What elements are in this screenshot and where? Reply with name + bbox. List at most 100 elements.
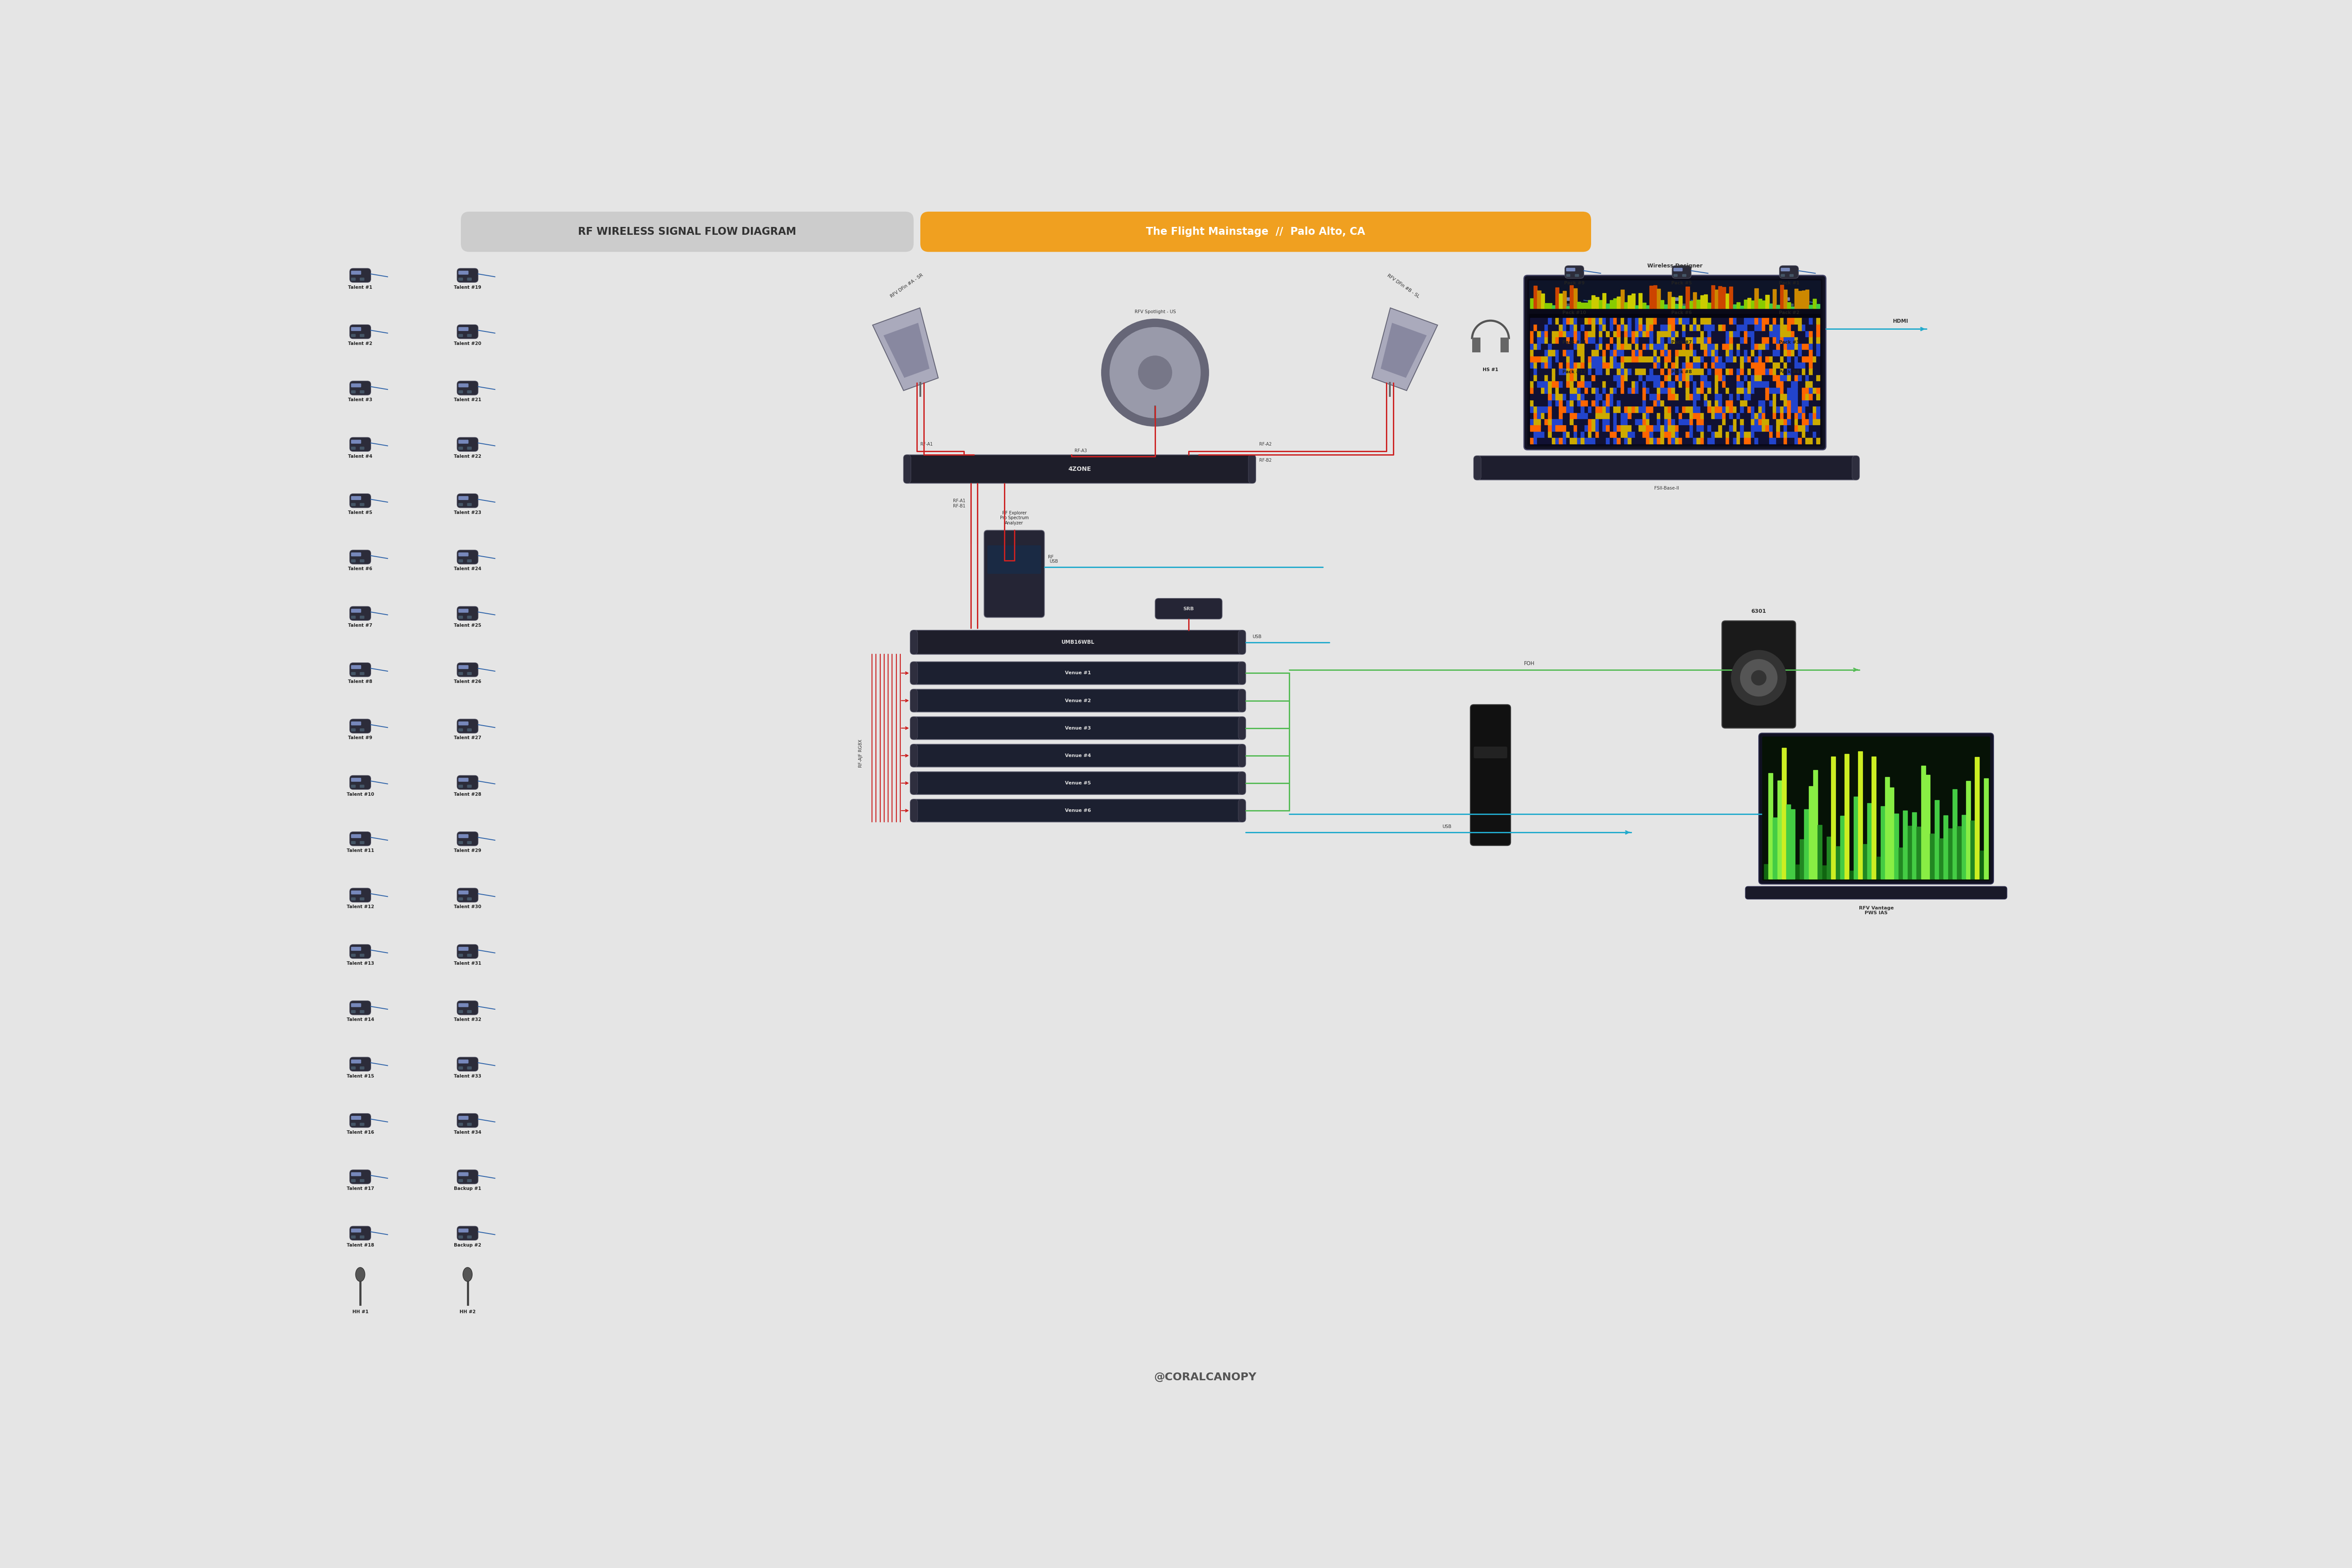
Bar [1719, 350, 1722, 356]
Bar [1665, 425, 1668, 431]
Bar [1639, 437, 1642, 444]
Bar [1773, 400, 1776, 406]
Bar [1578, 368, 1581, 375]
FancyBboxPatch shape [468, 616, 473, 619]
Bar [1719, 375, 1722, 381]
Bar [1743, 362, 1748, 368]
Bar [1696, 431, 1700, 437]
Bar [1769, 425, 1773, 431]
Bar [1755, 318, 1759, 325]
Bar [1538, 325, 1541, 331]
Bar [1743, 343, 1748, 350]
Bar [1661, 318, 1665, 325]
Bar [1776, 400, 1780, 406]
Circle shape [1731, 651, 1785, 706]
Bar [1628, 337, 1632, 343]
FancyBboxPatch shape [1564, 354, 1583, 367]
Bar [1566, 318, 1569, 325]
Bar [1606, 425, 1609, 431]
Bar [1703, 381, 1708, 387]
Bar [1559, 412, 1562, 419]
Bar [1726, 331, 1729, 337]
Bar [1733, 375, 1736, 381]
Bar [1545, 400, 1548, 406]
Bar [1773, 318, 1776, 325]
Bar [1595, 412, 1599, 419]
Bar [1562, 292, 1566, 309]
Bar [1578, 400, 1581, 406]
Bar [1606, 356, 1609, 362]
Bar [1740, 368, 1743, 375]
Bar [1696, 337, 1700, 343]
Bar [1736, 362, 1740, 368]
Bar [1795, 325, 1797, 331]
Bar [1712, 285, 1715, 309]
Bar [1621, 325, 1625, 331]
Bar [1538, 381, 1541, 387]
Bar [1766, 331, 1769, 337]
FancyBboxPatch shape [459, 439, 468, 444]
Text: Talent #5: Talent #5 [348, 511, 372, 514]
Bar [1639, 394, 1642, 400]
Bar [1635, 412, 1639, 419]
Bar [1748, 406, 1750, 412]
Bar [1693, 419, 1696, 425]
Bar [1686, 318, 1689, 325]
Bar [1621, 437, 1625, 444]
Bar [1646, 406, 1649, 412]
Bar [1625, 412, 1628, 419]
Bar [1743, 419, 1748, 425]
Bar [1832, 757, 1835, 880]
Bar [1581, 431, 1585, 437]
Bar [1602, 318, 1606, 325]
Bar [1635, 337, 1639, 343]
Bar [1585, 394, 1588, 400]
FancyBboxPatch shape [456, 663, 477, 677]
Text: RF WIRELESS SIGNAL FLOW DIAGRAM: RF WIRELESS SIGNAL FLOW DIAGRAM [579, 226, 797, 237]
Bar [1555, 337, 1559, 343]
Bar [1790, 318, 1795, 325]
Bar [1696, 362, 1700, 368]
Bar [1733, 343, 1736, 350]
Bar [1813, 387, 1816, 394]
Text: Talent #11: Talent #11 [346, 848, 374, 853]
Bar [1712, 343, 1715, 350]
FancyBboxPatch shape [459, 897, 463, 900]
Bar [1788, 394, 1790, 400]
FancyBboxPatch shape [459, 834, 468, 837]
Bar [1538, 337, 1541, 343]
Bar [1740, 400, 1743, 406]
Bar [1816, 381, 1820, 387]
Bar [1795, 289, 1797, 309]
Bar [1759, 431, 1762, 437]
Bar [1625, 318, 1628, 325]
Bar [1733, 350, 1736, 356]
Bar [1534, 362, 1538, 368]
Bar [1534, 325, 1538, 331]
Bar [1592, 343, 1595, 350]
Bar [1689, 343, 1693, 350]
Bar [1573, 419, 1578, 425]
Bar [1559, 387, 1562, 394]
Bar [1639, 350, 1642, 356]
Bar [1569, 437, 1573, 444]
Bar [1559, 362, 1562, 368]
Bar [1795, 318, 1797, 325]
Bar [1606, 325, 1609, 331]
Bar [1788, 325, 1790, 331]
Bar [1534, 350, 1538, 356]
Bar [1762, 331, 1766, 337]
Text: Talent #12: Talent #12 [346, 905, 374, 909]
Bar [1766, 343, 1769, 350]
Bar [1750, 331, 1755, 337]
Bar [1569, 400, 1573, 406]
Bar [1534, 419, 1538, 425]
Bar [1609, 431, 1613, 437]
Bar [1628, 368, 1632, 375]
Bar [1613, 406, 1616, 412]
Bar [1762, 425, 1766, 431]
Bar [1780, 419, 1783, 425]
Bar [1797, 362, 1802, 368]
Text: RF-A1: RF-A1 [920, 442, 934, 447]
Bar [1802, 406, 1806, 412]
